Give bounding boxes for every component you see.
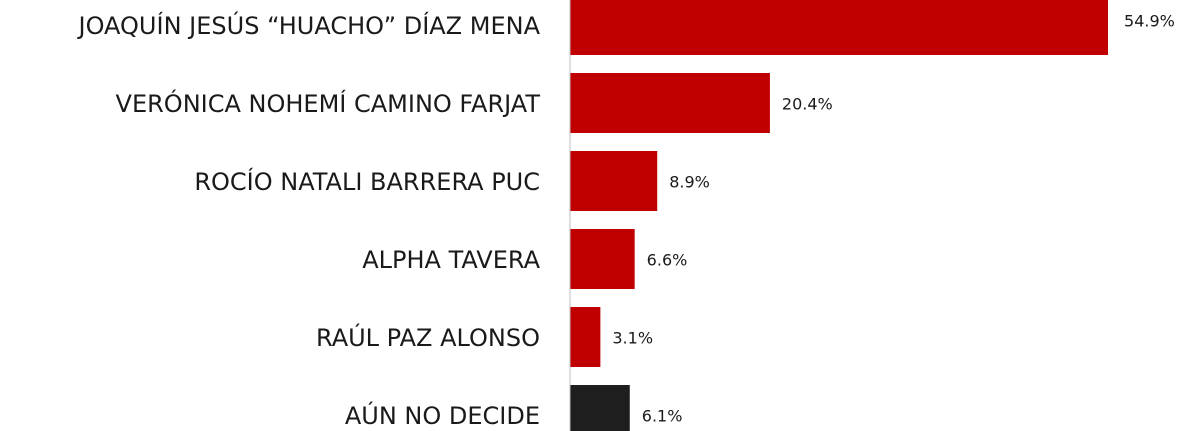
value-label: 6.6% — [647, 251, 688, 270]
bar — [570, 151, 658, 211]
bar — [570, 385, 630, 431]
value-label: 3.1% — [612, 329, 653, 348]
value-label: 20.4% — [782, 95, 833, 114]
value-label: 6.1% — [642, 407, 683, 426]
category-label: ROCÍO NATALI BARRERA PUC — [194, 167, 540, 196]
category-label: VERÓNICA NOHEMÍ CAMINO FARJAT — [116, 88, 541, 118]
bar — [570, 307, 601, 367]
category-label: RAÚL PAZ ALONSO — [316, 322, 540, 352]
category-label: AÚN NO DECIDE — [345, 400, 540, 430]
value-label: 8.9% — [669, 173, 710, 192]
bar — [570, 73, 770, 133]
category-label: JOAQUÍN JESÚS “HUACHO” DÍAZ MENA — [77, 10, 541, 40]
category-label: ALPHA TAVERA — [362, 246, 540, 274]
bar — [570, 0, 1109, 55]
value-label: 54.9% — [1124, 12, 1175, 31]
bar — [570, 229, 635, 289]
